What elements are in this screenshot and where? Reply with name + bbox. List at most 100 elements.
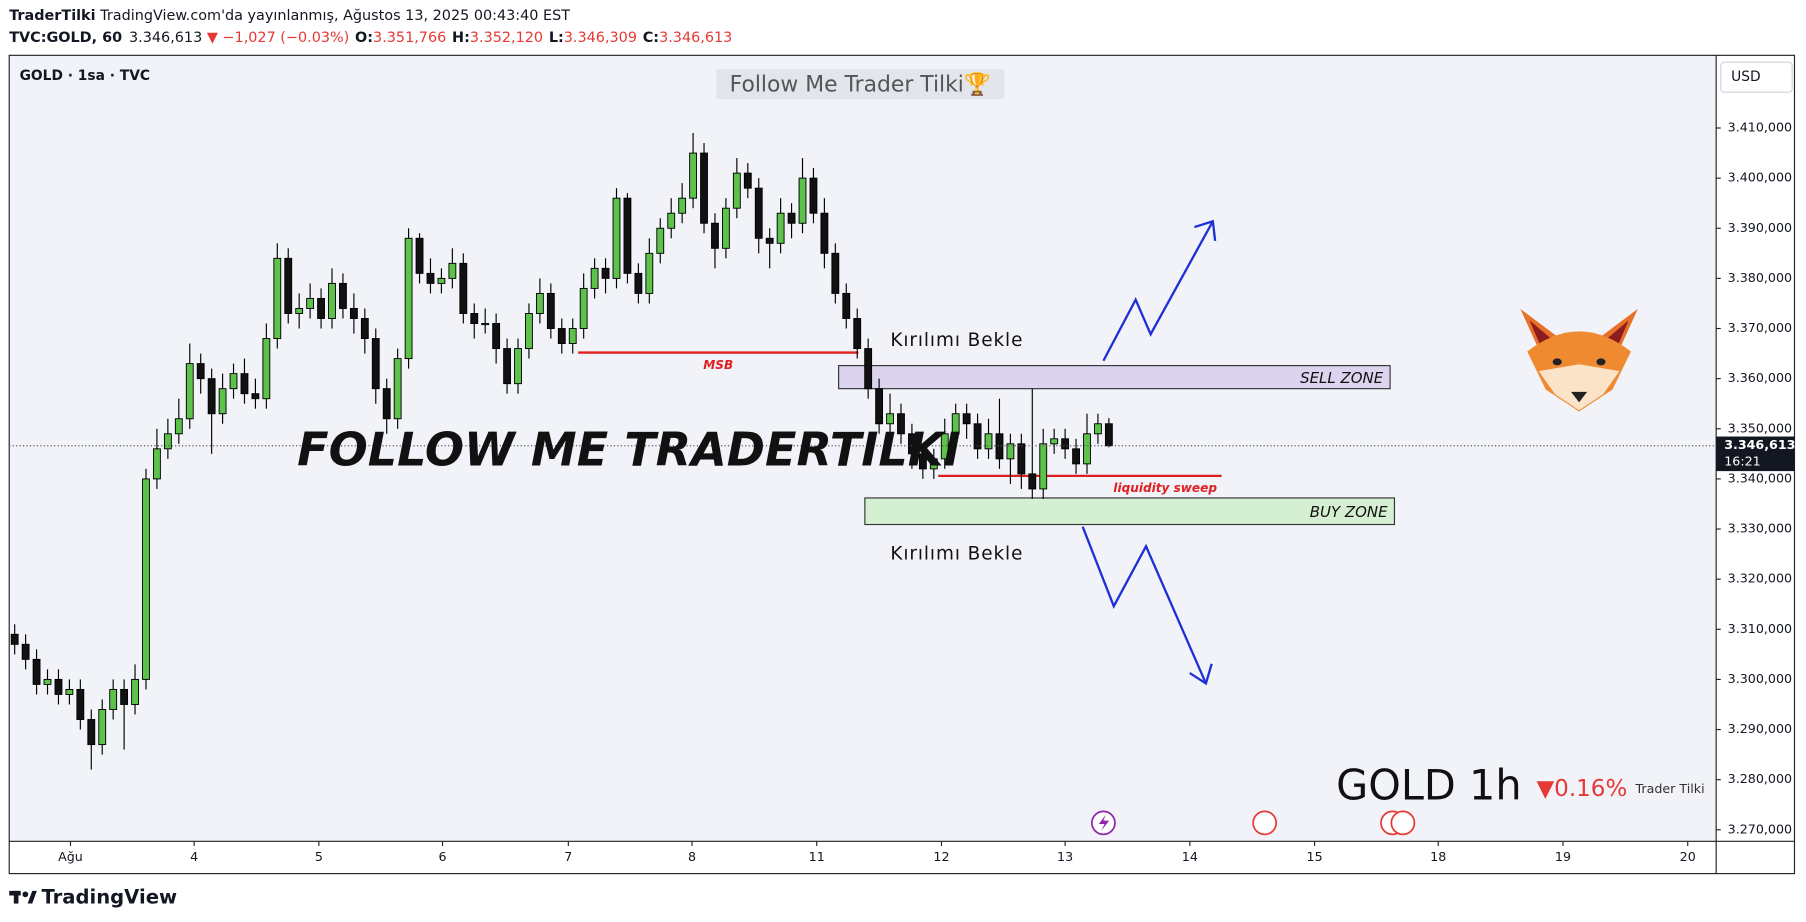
candle-body [546,292,555,329]
plot-layer: SELL ZONE BUY ZONE MSB liquidity sweep [9,133,1717,770]
x-tick-label: 12 [933,849,949,864]
candle-body [623,197,632,274]
candle-body [251,393,260,400]
zone-label: BUY ZONE [1310,503,1388,521]
candle-body [689,152,698,199]
candle-body [864,348,873,390]
zone-label: SELL ZONE [1300,369,1384,387]
currency-box [1720,61,1793,93]
candle-body [503,348,511,385]
candle-body [897,413,905,435]
y-tick-label: 3.320,000 [1728,571,1792,586]
x-tick-label: 11 [809,849,825,864]
symbol: TVC:GOLD, 60 [9,30,122,46]
candle-body [371,338,380,390]
zone [838,365,1391,390]
x-tick-label: 4 [190,849,198,864]
candle-body [273,257,282,340]
candle-body [918,453,927,470]
y-tick-label: 3.270,000 [1728,821,1792,836]
candle-body [1006,443,1015,460]
down-arrowhead [1189,663,1213,686]
legend: GOLD · 1sa · TVC [20,68,150,84]
y-tick-label: 3.310,000 [1728,621,1792,636]
summary-change: ▼0.16% [1536,776,1627,802]
candle-body [240,373,249,395]
price: 3.346,613 [129,30,202,46]
candle-body [1061,438,1070,450]
candle-body [667,212,676,229]
candle-body [360,318,369,340]
candle-body [568,328,577,345]
candle-body [787,212,796,224]
title-box [716,69,1005,100]
y-tick-label: 3.340,000 [1728,470,1792,485]
candle-body [459,262,468,314]
candle-body [404,237,413,360]
candle-body [339,282,347,309]
candle-body [153,448,161,480]
up-arrowhead [1194,219,1217,242]
candle-body [32,658,41,685]
candle-body [131,678,139,705]
candle-body [612,197,621,279]
candle-body [754,187,763,239]
candle-body [929,458,938,470]
candle-body [142,478,150,680]
candle-body [393,358,402,420]
candle-body [163,433,172,450]
change: ▼ −1,027 (−0.03%) [207,30,349,46]
x-tick-label: 15 [1307,849,1323,864]
down-arrow [1081,526,1207,684]
ohlc-key: L: [549,30,564,46]
y-tick-label: 3.380,000 [1728,270,1792,285]
candle-body [65,688,74,695]
candle-body [174,418,183,435]
candle-body [185,363,194,420]
level-label: liquidity sweep [1113,481,1217,495]
x-tick-label: 14 [1182,849,1198,864]
ohlc-key: C: [643,30,659,46]
plot-area [9,55,1717,842]
x-tick-label: 8 [688,849,696,864]
y-tick-label: 3.400,000 [1728,170,1792,185]
y-tick-label: 3.280,000 [1728,771,1792,786]
level-label: MSB [703,358,733,372]
ohlc-value: 3.346,309 [564,30,637,46]
y-tick-label: 3.290,000 [1728,721,1792,736]
y-tick-label: 3.330,000 [1728,521,1792,536]
candle-body [1017,443,1026,475]
candle-body [448,262,457,279]
candle-body [875,388,884,425]
candle-body [634,272,643,294]
summary-author: Trader Tilki [1635,781,1705,796]
candle-body [765,237,774,244]
candle-body [207,378,216,415]
candle-body [1028,473,1037,490]
ohlc-key: H: [452,30,470,46]
x-tick-label: Ağu [58,849,83,864]
candle-body [809,177,818,214]
candle-body [590,267,599,289]
author: TraderTilki [9,8,95,24]
candle-body [951,413,960,435]
candle-body [415,237,424,274]
candle-body [1083,433,1091,465]
chart-title: Follow Me Trader Tilki🏆 [730,71,991,97]
last-price-box [1716,436,1795,472]
candle-body [317,297,325,319]
candle-body [798,177,807,224]
candle-body [1050,438,1059,445]
candle-body [557,328,566,345]
candle-body [711,222,719,249]
brand-logo [9,890,37,904]
candle-body [678,197,687,214]
candle-body [776,212,785,244]
candle-body [995,433,1004,460]
candle-body [218,388,227,415]
candle-body [700,152,708,224]
candle-body [940,433,949,460]
candle-body [525,313,533,350]
brand: TradingView [41,885,177,908]
